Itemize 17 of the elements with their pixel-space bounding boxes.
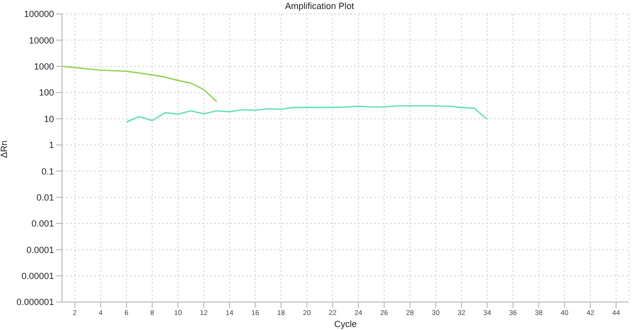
y-tick-label: 0.01	[36, 192, 54, 202]
line-series	[62, 66, 218, 102]
y-tick-label: 100	[38, 88, 54, 98]
x-axis-title: Cycle	[334, 319, 357, 329]
y-tick-label: 0.001	[31, 218, 54, 229]
y-tick-label: 0.00001	[21, 271, 54, 282]
y-tick-label: 0.000001	[16, 297, 54, 308]
y-tick-label: 0.1	[41, 166, 54, 176]
line-series	[126, 105, 488, 123]
chart-title: Amplification Plot	[284, 1, 356, 11]
y-axis-title: ΔRn	[0, 140, 10, 158]
y-tick-label: 1	[48, 140, 54, 150]
y-tick-label: 10000	[28, 35, 54, 46]
y-tick-label: 100000	[24, 9, 54, 20]
y-tick-label: 10	[44, 114, 54, 124]
y-tick-label: 1000	[34, 62, 54, 72]
y-tick-label: 0.0001	[26, 244, 54, 255]
